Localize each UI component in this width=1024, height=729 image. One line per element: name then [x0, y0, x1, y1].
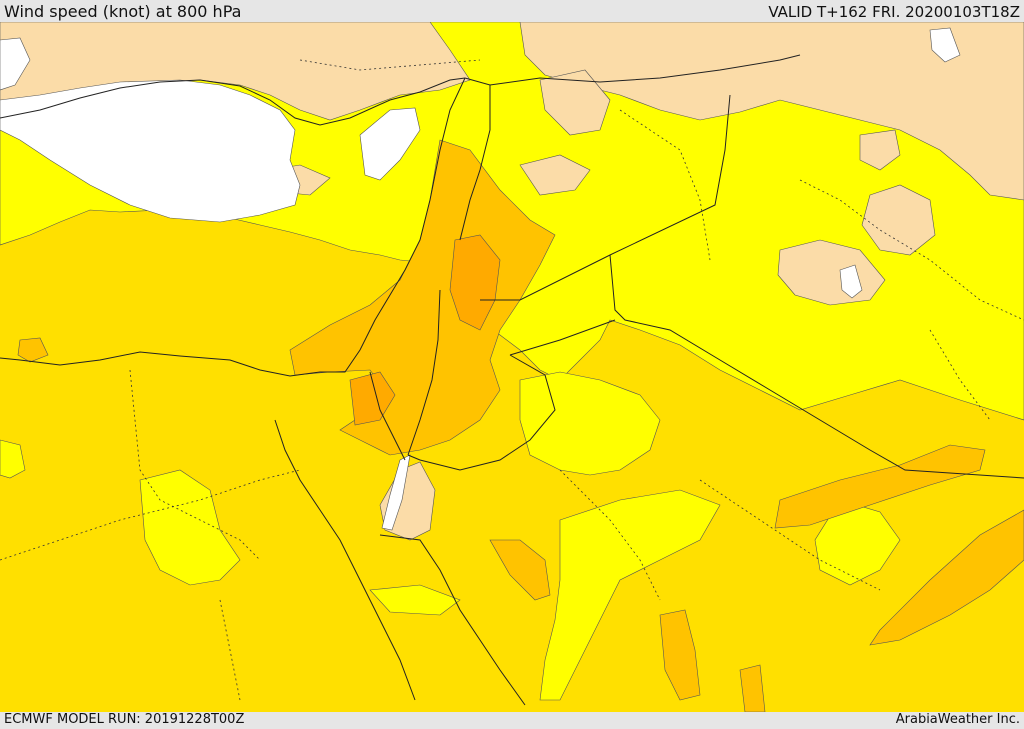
field-light-syria-1 — [519, 154, 591, 196]
header-bar: Wind speed (knot) at 800 hPa VALID T+162… — [0, 0, 1024, 22]
field-calm-iraq — [839, 264, 863, 299]
field-high-south-blob-1 — [659, 609, 701, 701]
model-run-label: ECMWF MODEL RUN: 20191228T00Z — [4, 712, 245, 727]
field-highest-core — [449, 234, 501, 331]
field-low-small-2 — [369, 584, 461, 616]
weather-map[interactable] — [0, 21, 1024, 713]
field-low-south — [539, 489, 721, 701]
field-high-east-band — [774, 444, 986, 529]
admin-boundaries — [0, 59, 1024, 701]
footer-bar: ECMWF MODEL RUN: 20191228T00Z ArabiaWeat… — [0, 712, 1024, 729]
field-high-southeast-band — [869, 509, 1024, 646]
field-highest-sinai — [349, 371, 396, 426]
valid-time: VALID T+162 FRI. 20200103T18Z — [768, 3, 1020, 21]
field-light-iraq-3 — [859, 129, 901, 171]
field-calm-aqaba — [381, 454, 411, 531]
field-light-iraq-2 — [861, 184, 936, 256]
field-high-levant — [289, 139, 556, 456]
field-calm-mediterranean — [0, 79, 301, 223]
field-low-central — [519, 371, 661, 476]
field-calm-lebanon-coast — [359, 107, 421, 181]
field-low-small-1 — [0, 439, 26, 479]
map-title: Wind speed (knot) at 800 hPa — [4, 2, 242, 21]
coastlines-and-borders — [0, 54, 1024, 706]
wind-speed-field — [0, 21, 1024, 713]
field-calm-aegean — [0, 37, 31, 91]
field-low-south-west — [139, 469, 241, 586]
field-low-east — [814, 499, 901, 586]
credit-label: ArabiaWeather Inc. — [895, 712, 1020, 727]
field-high-south-blob-2 — [489, 539, 551, 601]
field-high-west-blob — [17, 337, 49, 363]
field-calm-northeast — [929, 27, 961, 63]
field-light-syria-2 — [539, 69, 611, 136]
